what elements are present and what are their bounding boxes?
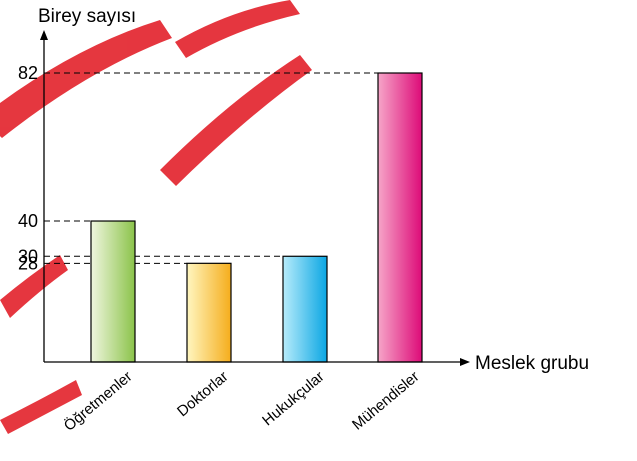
category-label-0: Öğretmenler [60,367,135,434]
y-tick-label-3: 82 [18,63,38,83]
bar-2 [282,255,328,363]
bars [90,72,423,363]
category-label-1: Doktorlar [174,368,232,420]
y-tick-label-1: 30 [18,246,38,266]
y-axis-title: Birey sayısı [38,6,136,27]
bar-3 [377,72,423,363]
category-label-3: Mühendisler [349,368,423,434]
y-axis-arrow [40,30,48,40]
watermark [0,0,312,434]
bar-1 [186,262,232,363]
category-label-2: Hukukçular [259,368,327,429]
x-axis-title: Meslek grubu [475,353,589,374]
x-axis-arrow [460,358,470,366]
category-labels: Öğretmenler Doktorlar Hukukçular Mühendisle… [60,367,422,434]
y-tick-label-2: 40 [18,211,38,231]
y-tick-label-0: 28 [18,253,38,273]
bar-0 [90,220,136,363]
